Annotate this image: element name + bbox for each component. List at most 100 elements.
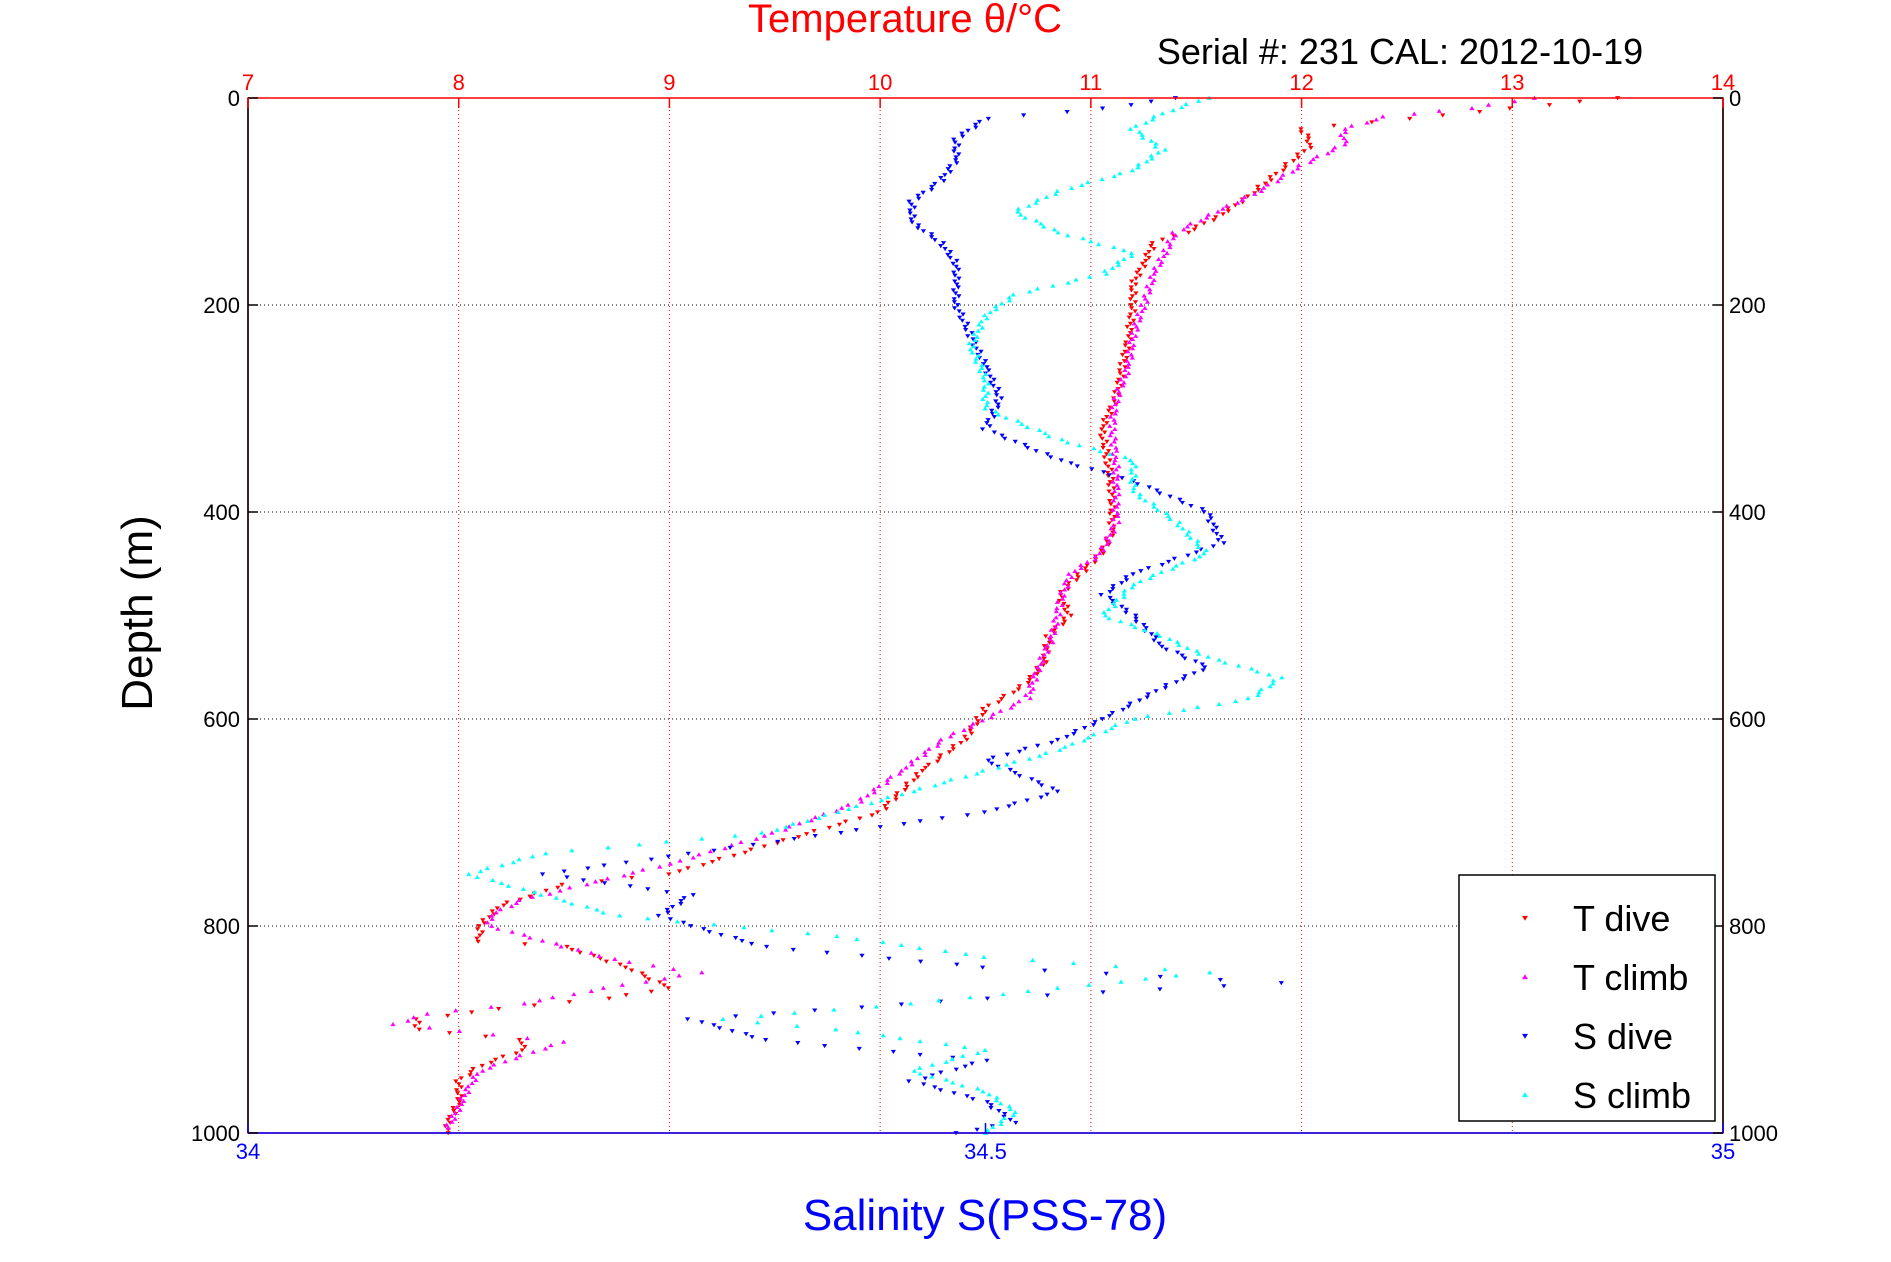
data-point [915,193,921,198]
data-point [1109,725,1115,731]
data-point [936,998,942,1003]
data-point [639,971,645,976]
data-point [470,1067,476,1072]
data-point [1107,511,1113,516]
tick-layer: 0 0 200 200 400 400 600 600 800 800 1000 1000 7 8 9 10 1… [191,70,1778,1164]
data-point [998,1118,1004,1123]
data-point [955,303,961,308]
data-point [1025,680,1031,686]
data-point [886,956,892,961]
tick-label-temperature: 12 [1289,70,1313,95]
data-point [1044,643,1050,648]
data-point [982,359,989,364]
data-point [780,838,786,843]
data-point [1051,227,1058,232]
data-point [970,721,976,726]
data-point [1010,292,1016,297]
data-point [469,1080,475,1086]
data-point [516,1038,522,1043]
data-point [753,836,760,841]
data-point [509,929,515,934]
data-point [980,396,986,402]
data-point [990,383,996,389]
data-point [971,331,977,336]
data-point [1150,117,1156,122]
data-point [1122,367,1128,373]
data-point [456,1082,462,1087]
data-point [1280,168,1287,173]
data-point [1196,651,1202,656]
data-point [1210,544,1216,549]
data-point [510,860,516,865]
data-point [416,1020,423,1025]
data-point [617,962,623,967]
data-point [967,995,973,1000]
data-point [720,1016,726,1021]
data-point [991,377,997,382]
data-point [456,1100,463,1105]
data-point [1126,315,1132,320]
data-point [1134,482,1141,487]
data-point [1305,133,1311,138]
data-point [538,892,544,897]
data-point [711,1023,717,1028]
data-point [1216,701,1222,707]
data-point [1165,513,1172,518]
data-point [489,909,495,914]
data-point [446,1031,453,1036]
data-point [973,125,979,130]
data-point [908,759,914,764]
data-point [951,137,957,142]
data-point [1117,371,1123,376]
data-point [893,797,899,802]
data-point [812,1008,818,1013]
data-point [527,894,533,899]
data-point [542,1046,548,1051]
data-point [975,328,981,333]
data-point [1151,114,1157,119]
data-point [980,706,986,711]
data-point [1070,960,1077,966]
data-point [1121,380,1127,385]
data-point [477,933,483,938]
data-point [1098,548,1104,553]
data-point [742,850,748,855]
data-point [480,918,486,923]
tick-label-depth-left: 600 [203,707,240,732]
data-point [711,922,717,927]
data-point [1255,693,1261,698]
series-t-dive [412,96,1621,1136]
data-point [956,152,962,157]
data-point [444,1122,450,1127]
data-point [1001,1115,1007,1121]
data-point [913,772,919,777]
data-point [951,270,957,275]
data-point [1256,690,1262,695]
data-point [459,1094,465,1099]
data-point [603,959,609,964]
data-point [648,989,654,994]
data-point [1169,230,1175,235]
data-point [1255,184,1261,189]
data-point [1079,182,1085,188]
data-point [1042,646,1048,651]
data-point [665,986,671,991]
data-point [1167,636,1173,641]
legend-marker [1522,1092,1528,1098]
data-point [1011,702,1017,707]
data-point [897,1036,903,1041]
data-point [1038,221,1044,226]
data-point [954,161,960,166]
data-point [951,306,958,311]
data-point [655,913,662,918]
data-point [1100,424,1107,429]
data-point [462,1092,468,1098]
data-point [1144,159,1150,164]
data-point [1137,495,1143,500]
data-point [1004,762,1010,767]
data-point [657,980,663,985]
data-point [901,822,907,827]
data-point [1143,120,1149,125]
data-point [1110,470,1116,475]
data-point [1198,218,1204,223]
